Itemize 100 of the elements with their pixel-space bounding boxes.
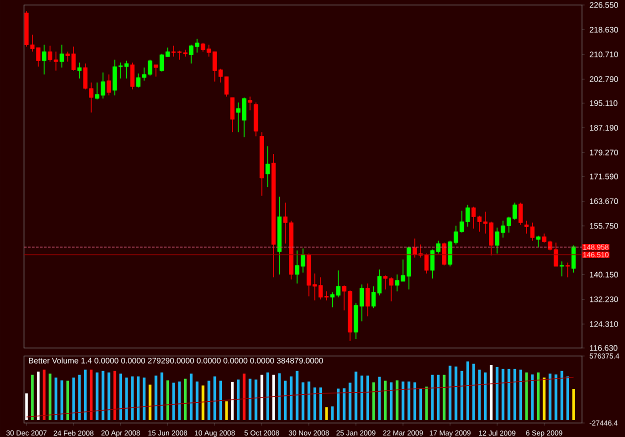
bar bbox=[154, 376, 158, 420]
bar bbox=[566, 376, 570, 420]
bar bbox=[296, 370, 298, 420]
line-series bbox=[26, 376, 574, 418]
bar bbox=[436, 374, 440, 420]
bar bbox=[184, 378, 187, 420]
bar bbox=[125, 378, 128, 420]
bar bbox=[548, 374, 552, 420]
y-tick-label: 171.590 bbox=[590, 174, 618, 180]
bar bbox=[72, 378, 75, 420]
candlestick bbox=[571, 245, 576, 273]
bar bbox=[384, 380, 387, 420]
y-tick-label: 202.790 bbox=[590, 76, 618, 82]
bar bbox=[372, 382, 375, 420]
bar bbox=[331, 406, 334, 420]
bar bbox=[360, 376, 364, 420]
bar bbox=[278, 373, 281, 420]
bar bbox=[402, 382, 404, 420]
bar bbox=[472, 364, 475, 420]
candlestick bbox=[106, 74, 112, 96]
y-tick-label: 124.310 bbox=[590, 321, 618, 327]
bar bbox=[490, 364, 493, 420]
candlestick bbox=[42, 44, 46, 75]
bar bbox=[90, 370, 93, 420]
bar bbox=[172, 382, 175, 420]
bar bbox=[284, 380, 287, 420]
bar bbox=[554, 374, 558, 420]
bar bbox=[531, 374, 534, 420]
y-tick-label: 187.190 bbox=[590, 124, 618, 131]
bar bbox=[142, 378, 146, 420]
bar bbox=[66, 380, 70, 420]
candlestick bbox=[248, 96, 252, 111]
bar bbox=[160, 372, 164, 420]
bar bbox=[342, 388, 346, 420]
candlestick bbox=[60, 44, 64, 68]
bar bbox=[208, 380, 210, 420]
bar bbox=[542, 378, 546, 420]
bar bbox=[31, 374, 34, 420]
candlestick bbox=[560, 260, 564, 277]
bar bbox=[325, 407, 328, 420]
bar bbox=[502, 368, 504, 420]
bar bbox=[136, 376, 140, 420]
bar bbox=[319, 387, 322, 420]
bar bbox=[425, 386, 428, 420]
bar bbox=[366, 376, 370, 420]
bar bbox=[508, 368, 510, 420]
bar bbox=[119, 374, 122, 420]
bar bbox=[431, 374, 434, 420]
bar bbox=[313, 387, 316, 420]
bar bbox=[42, 370, 46, 420]
bar bbox=[478, 370, 481, 420]
bar bbox=[460, 370, 464, 420]
candlestick bbox=[154, 64, 158, 78]
y-tick-label: 132.230 bbox=[590, 296, 618, 302]
bar bbox=[102, 370, 104, 420]
y-tick-label: 218.630 bbox=[590, 26, 618, 33]
bar bbox=[108, 372, 110, 420]
bar bbox=[354, 372, 358, 420]
bar bbox=[396, 380, 398, 420]
bar bbox=[290, 376, 293, 420]
candlestick bbox=[77, 62, 82, 79]
bar bbox=[378, 376, 381, 420]
y-tick-label: 116.630 bbox=[590, 345, 618, 351]
bar bbox=[131, 376, 134, 420]
candlestick bbox=[366, 283, 370, 317]
bar bbox=[84, 370, 87, 420]
bar bbox=[248, 378, 252, 420]
candlestick bbox=[230, 97, 235, 133]
bar bbox=[260, 374, 264, 420]
y-tick-label: 195.110 bbox=[590, 100, 618, 106]
y-tick-label: 155.750 bbox=[590, 223, 618, 229]
bar bbox=[166, 380, 170, 420]
bar bbox=[560, 370, 564, 420]
bar bbox=[519, 370, 522, 420]
bar bbox=[536, 372, 540, 420]
candlestick bbox=[266, 146, 270, 188]
bar bbox=[454, 366, 458, 420]
bar bbox=[419, 388, 422, 420]
bar bbox=[572, 388, 575, 420]
bar bbox=[336, 388, 340, 420]
bar bbox=[302, 382, 304, 420]
y-tick-label: 179.270 bbox=[590, 150, 618, 156]
bar bbox=[272, 374, 275, 420]
candlestick bbox=[518, 202, 523, 226]
bar bbox=[466, 361, 470, 420]
bar bbox=[413, 382, 416, 420]
bar bbox=[308, 382, 310, 420]
bar bbox=[113, 370, 116, 420]
bar bbox=[219, 380, 222, 420]
bar bbox=[213, 376, 216, 420]
bar bbox=[236, 380, 240, 420]
bar bbox=[448, 366, 452, 420]
bar bbox=[96, 372, 98, 420]
bar bbox=[225, 401, 228, 420]
bar bbox=[190, 374, 193, 420]
bar bbox=[60, 380, 64, 420]
bar bbox=[196, 382, 198, 420]
bar bbox=[484, 372, 487, 420]
bar bbox=[231, 382, 234, 420]
y-tick-label: 226.550 bbox=[590, 2, 618, 8]
